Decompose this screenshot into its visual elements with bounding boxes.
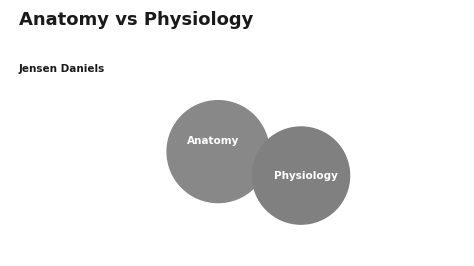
Text: Jensen Daniels: Jensen Daniels — [19, 64, 105, 74]
Text: Anatomy: Anatomy — [187, 136, 239, 146]
Ellipse shape — [252, 127, 349, 224]
Text: Physiology: Physiology — [274, 171, 337, 181]
Text: Anatomy vs Physiology: Anatomy vs Physiology — [19, 11, 253, 29]
Ellipse shape — [167, 101, 269, 203]
